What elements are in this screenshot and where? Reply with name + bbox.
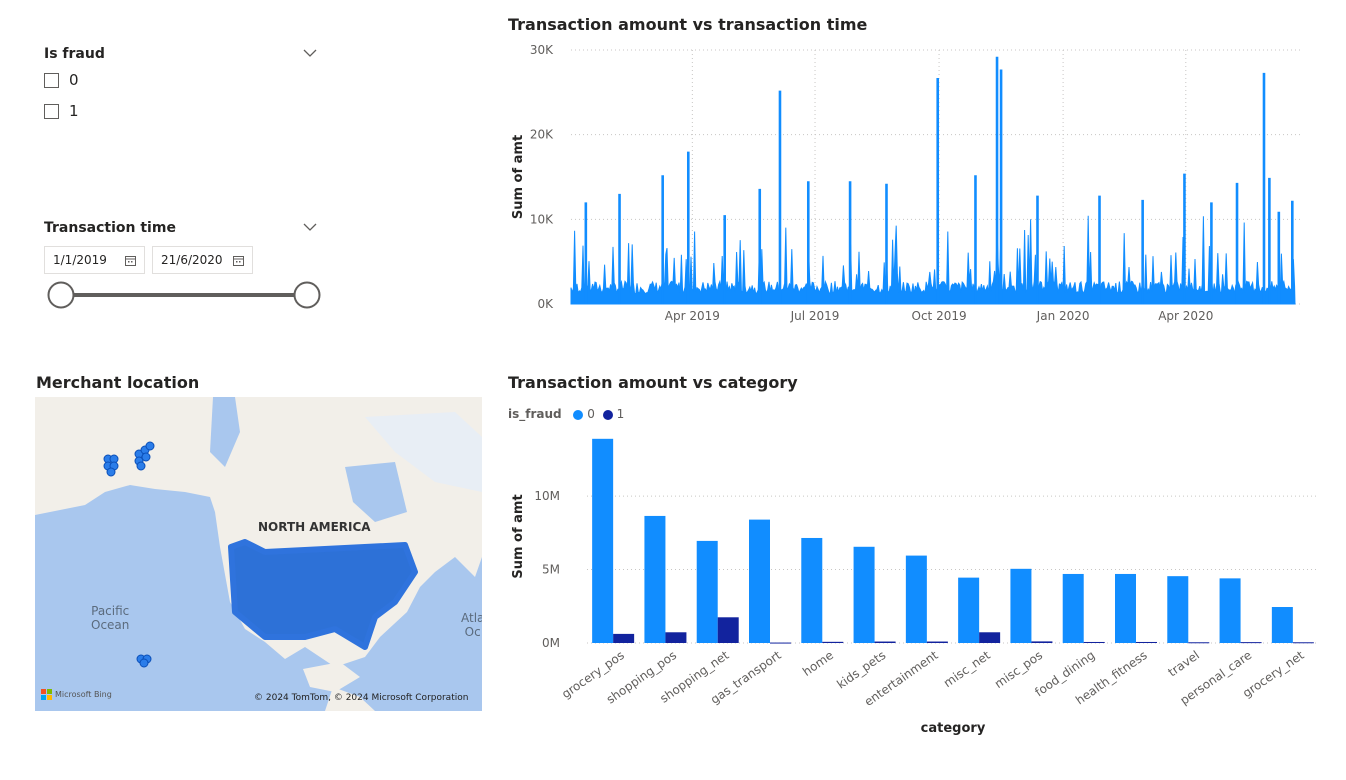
x-tick-label: Oct 2019 — [912, 309, 967, 323]
bing-logo: Microsoft Bing — [41, 689, 112, 700]
calendar-icon[interactable] — [233, 255, 244, 266]
bar-0 — [853, 546, 875, 643]
y-tick-label: 30K — [530, 43, 554, 57]
bar-0 — [801, 537, 823, 643]
merchant-location-map[interactable]: NORTH AMERICA Pacific Ocean Atla Oc Micros… — [35, 397, 482, 711]
bar-0 — [1010, 568, 1032, 643]
bar-1 — [770, 642, 791, 644]
calendar-icon[interactable] — [125, 255, 136, 266]
merchant-point-cluster-hawaii[interactable] — [136, 654, 152, 668]
x-axis-title: category — [921, 721, 986, 736]
bar-chart-title: Transaction amount vs category — [508, 373, 798, 392]
map-copyright: © 2024 TomTom, © 2024 Microsoft Corporat… — [254, 693, 469, 703]
water-arctic — [210, 397, 240, 467]
land-central-america — [303, 662, 360, 692]
start-date-input[interactable]: 1/1/2019 — [44, 246, 145, 274]
bar-1 — [1240, 642, 1262, 644]
option-label: 0 — [69, 71, 79, 89]
chevron-down-icon[interactable] — [303, 220, 317, 234]
map-title: Merchant location — [36, 373, 200, 392]
bar-0 — [1115, 573, 1136, 643]
merchant-point-cluster-alaska[interactable] — [103, 441, 155, 477]
bar-0 — [749, 519, 770, 643]
x-tick-label: Jul 2019 — [790, 309, 840, 323]
y-tick-label: 0K — [537, 297, 554, 311]
bar-0 — [1271, 607, 1293, 643]
line-series-area — [570, 215, 1296, 305]
fraud-option-0[interactable]: 0 — [44, 71, 79, 89]
legend-swatch — [573, 409, 584, 420]
is-fraud-slicer-title: Is fraud — [44, 46, 105, 62]
bar-0 — [696, 540, 718, 643]
y-tick-label: 0M — [542, 636, 560, 650]
start-date-value: 1/1/2019 — [53, 253, 107, 267]
x-tick-label: travel — [1165, 648, 1202, 679]
y-tick-label: 5M — [542, 563, 560, 577]
land-south-america — [325, 687, 375, 711]
bar-0 — [958, 577, 980, 643]
x-tick-label: misc_net — [941, 648, 993, 690]
x-tick-label: home — [800, 648, 836, 679]
slider-start-handle[interactable] — [47, 281, 75, 309]
map-label-pacific: Pacific Ocean — [91, 604, 130, 632]
bar-0 — [1167, 576, 1189, 643]
x-tick-label: Jan 2020 — [1036, 309, 1090, 323]
line-chart: 0K 10K 20K 30K Apr 2019 Jul 2019 Oct 2019 Jan 2… — [511, 43, 1301, 323]
map-label-continent: NORTH AMERICA — [258, 520, 371, 534]
slider-end-handle[interactable] — [293, 281, 321, 309]
bar-1 — [926, 641, 948, 643]
y-tick-label: 10K — [530, 212, 554, 226]
merchant-point-cluster-us[interactable] — [228, 539, 418, 650]
bar-0 — [1219, 578, 1241, 643]
bar-chart-legend: is_fraud 0 1 — [508, 407, 624, 421]
legend-item-0[interactable]: 0 — [573, 407, 595, 421]
bar-1 — [1083, 641, 1105, 643]
map-base[interactable] — [35, 397, 482, 711]
bar-1 — [822, 641, 844, 643]
x-tick-label: Apr 2020 — [1158, 309, 1213, 323]
bar-1 — [1031, 641, 1053, 643]
bar-1 — [613, 633, 635, 643]
checkbox[interactable] — [44, 103, 59, 119]
bar-1 — [1136, 641, 1157, 643]
bar-1 — [1188, 642, 1210, 644]
bar-0 — [1062, 573, 1084, 643]
map-label-atlantic: Atla Oc — [461, 611, 482, 639]
land-greenland — [365, 412, 482, 492]
legend-swatch — [602, 409, 613, 420]
y-tick-label: 10M — [534, 489, 560, 503]
transaction-time-slicer-title: Transaction time — [44, 220, 176, 236]
water-hudson-bay — [345, 462, 407, 522]
bar-1 — [717, 617, 739, 643]
x-tick-label: Apr 2019 — [665, 309, 720, 323]
date-range-slider[interactable] — [44, 280, 324, 312]
y-tick-label: 20K — [530, 128, 554, 142]
bar-0 — [644, 515, 666, 643]
bar-0 — [905, 555, 927, 643]
fraud-option-1[interactable]: 1 — [44, 102, 79, 120]
bar-0 — [592, 438, 614, 643]
end-date-value: 21/6/2020 — [161, 253, 223, 267]
option-label: 1 — [69, 102, 79, 120]
end-date-input[interactable]: 21/6/2020 — [152, 246, 253, 274]
checkbox[interactable] — [44, 72, 59, 88]
y-axis-title: Sum of amt — [511, 494, 526, 578]
line-chart-title: Transaction amount vs transaction time — [508, 15, 868, 34]
legend-title: is_fraud — [508, 407, 562, 421]
bar-1 — [979, 632, 1001, 643]
chevron-down-icon[interactable] — [303, 46, 317, 60]
bar-1 — [665, 632, 687, 643]
bar-1 — [874, 641, 896, 643]
bar-1 — [1292, 642, 1314, 644]
legend-item-1[interactable]: 1 — [602, 407, 624, 421]
y-axis-title: Sum of amt — [511, 135, 526, 219]
